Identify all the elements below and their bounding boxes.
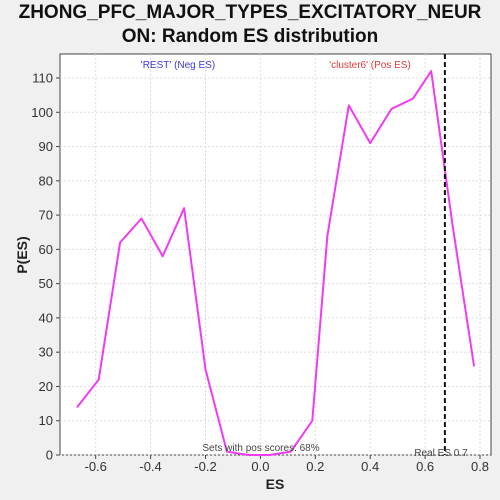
chart-title: ZHONG_PFC_MAJOR_TYPES_EXCITATORY_NEUR ON…	[0, 1, 500, 49]
x-tick-label: 0.4	[361, 459, 379, 474]
data-point	[76, 406, 79, 408]
chart-title-line-1: ZHONG_PFC_MAJOR_TYPES_EXCITATORY_NEUR	[18, 2, 482, 23]
y-tick-label: 90	[39, 139, 53, 154]
y-tick-label: 30	[39, 345, 53, 360]
y-tick-label: 110	[32, 70, 53, 85]
data-point	[473, 365, 475, 367]
data-point	[268, 454, 271, 456]
y-tick-label: 80	[39, 173, 53, 188]
sets-pos-annotation: Sets with pos scores: 68%	[202, 443, 319, 454]
y-tick-label: 60	[39, 242, 53, 257]
x-axis-ticks: -0.6 -0.4 -0.2 0.0 0.2 0.4 0.6 0.8	[84, 455, 489, 474]
y-tick-label: 0	[46, 448, 53, 463]
data-point	[451, 224, 454, 227]
y-axis-label: P(ES)	[14, 236, 30, 273]
data-point	[412, 97, 414, 100]
data-point	[369, 142, 372, 144]
data-point	[430, 70, 432, 72]
y-tick-label: 50	[39, 276, 53, 291]
data-point	[347, 104, 350, 107]
real-es-label: Real ES 0.7	[414, 448, 468, 459]
plot-panel	[59, 53, 492, 456]
y-axis-ticks: 0 10 20 30 40 50 60 70 80 90 100 110	[31, 70, 60, 463]
y-tick-label: 100	[31, 105, 53, 120]
data-point	[204, 368, 207, 371]
data-point	[390, 108, 393, 110]
data-point	[161, 255, 164, 258]
data-point	[183, 207, 185, 210]
data-point	[140, 217, 143, 220]
chart-title-line-2: ON: Random ES distribution	[121, 26, 379, 47]
x-tick-label: 0.2	[306, 459, 324, 474]
y-tick-label: 20	[39, 379, 53, 394]
grid-x	[95, 54, 481, 455]
data-point	[247, 454, 250, 456]
x-axis-label: ES	[266, 476, 285, 492]
data-point	[119, 241, 121, 244]
x-tick-label: 0.0	[251, 459, 269, 474]
data-point	[226, 450, 228, 453]
series-line	[76, 70, 475, 456]
series-layer	[76, 70, 475, 456]
legend-neg-label: 'REST' (Neg ES)	[141, 60, 215, 71]
y-tick-label: 70	[39, 208, 53, 223]
data-point	[326, 234, 329, 237]
x-tick-label: 0.6	[416, 459, 434, 474]
y-tick-label: 40	[39, 310, 53, 325]
x-tick-label: -0.2	[194, 459, 216, 474]
x-tick-label: -0.6	[84, 459, 106, 474]
data-point	[97, 378, 100, 381]
data-point	[290, 450, 292, 453]
y-tick-label: 10	[39, 413, 53, 428]
x-tick-label: 0.8	[471, 459, 489, 474]
data-point	[311, 419, 314, 422]
legend-pos-label: 'cluster6' (Pos ES)	[329, 60, 411, 71]
x-tick-label: -0.4	[139, 459, 161, 474]
